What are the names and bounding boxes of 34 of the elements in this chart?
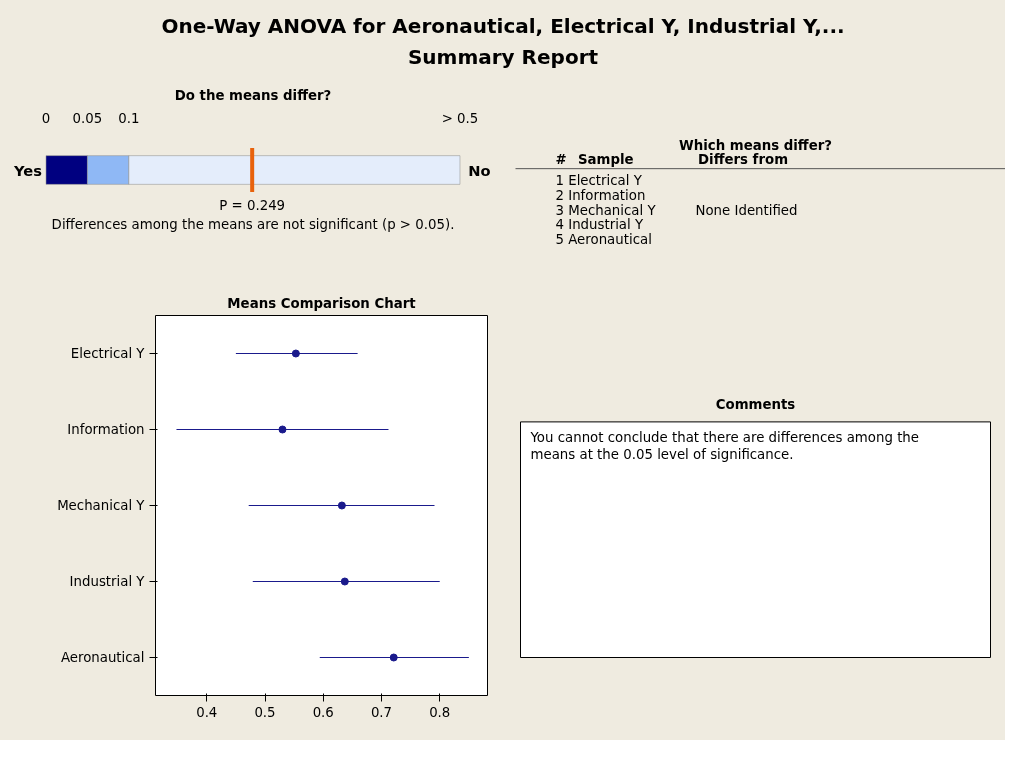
text: None Identified: [695, 202, 798, 218]
x-tick-label: 0.4: [196, 704, 218, 720]
text: 3 Mechanical Y: [555, 202, 656, 218]
chart-title: Do the means differ?: [174, 87, 332, 103]
y-tick-label: Aeronautical: [60, 650, 145, 665]
text: Differs from: [698, 151, 789, 167]
text: Summary Report: [407, 44, 599, 69]
x-tick-label: 0.05: [72, 110, 103, 126]
text: Comments: [715, 397, 796, 413]
y-tick-label: Electrical Y: [70, 346, 146, 361]
y-tick-label: Industrial Y: [69, 574, 146, 589]
text: 5 Aeronautical: [555, 232, 652, 248]
text: 1 Electrical Y: [555, 173, 642, 189]
text: Sample: [578, 151, 634, 167]
y-tick-label: Mechanical Y: [57, 498, 146, 513]
text: Which means differ?: [678, 138, 833, 154]
x-tick-label: 0: [41, 110, 51, 126]
x-tick-label: 0.6: [312, 704, 334, 720]
x-tick-label: 0.1: [118, 110, 140, 126]
text: #: [555, 151, 567, 167]
x-tick-label: 0.7: [370, 704, 393, 720]
ref-line-label: P = 0.249: [219, 197, 286, 213]
x-tick-label: 0.8: [429, 704, 451, 720]
x-tick-label: 0.5: [254, 704, 276, 720]
chart-title: Means Comparison Chart: [227, 295, 417, 311]
text: No: [468, 161, 491, 179]
text: 4 Industrial Y: [555, 217, 644, 233]
text: Differences among the means are not significant (p > 0.05).: [51, 217, 455, 233]
y-tick-label: Information: [67, 422, 145, 437]
text: 2 Information: [555, 187, 646, 203]
x-tick-label: > 0.5: [441, 110, 479, 126]
text: Yes: [12, 161, 43, 179]
text: One-Way ANOVA for Aeronautical, Electrical Y, Industrial Y,...: [161, 14, 845, 39]
text: You cannot conclude that there are differences among the means at the 0.05 level of significance.: [529, 429, 920, 462]
